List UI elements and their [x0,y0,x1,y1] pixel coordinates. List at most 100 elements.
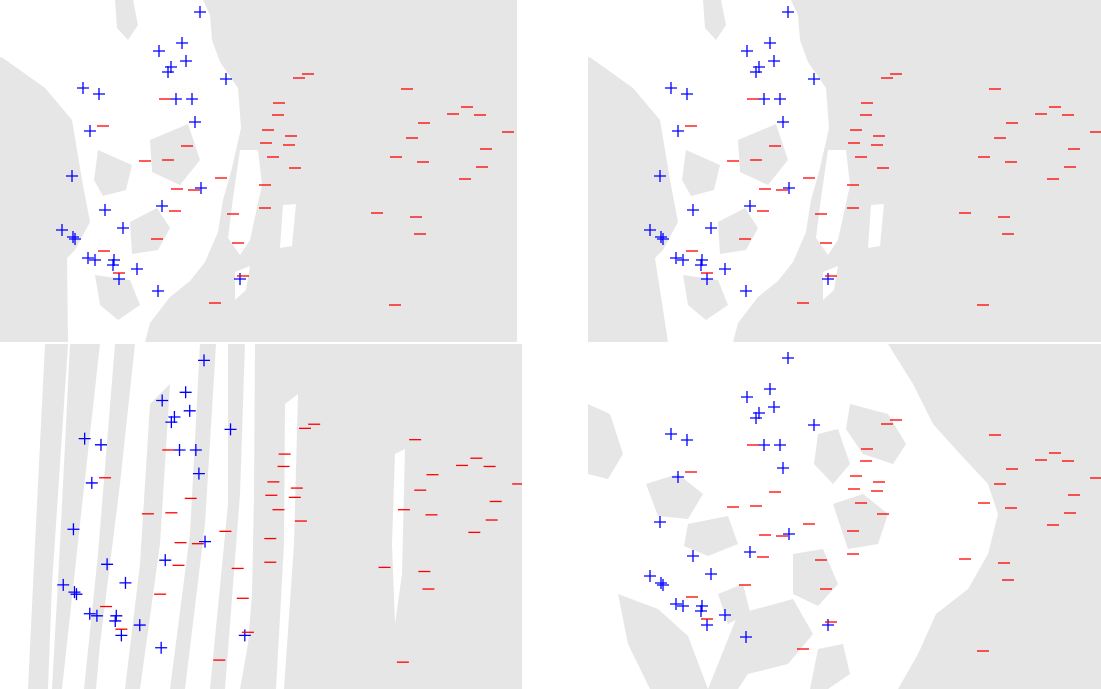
plus-marker [670,598,682,610]
plus-marker [744,546,756,558]
plus-marker [162,66,174,78]
plus-marker [695,605,707,617]
plus-marker [672,125,684,137]
panel-bottom-left-plot [28,344,522,689]
panel-bottom-left [0,344,522,689]
minus-markers [685,419,1101,652]
plus-marker [99,204,111,216]
plus-marker [168,411,181,424]
plus-marker [101,558,114,571]
plus-marker [750,412,762,424]
plus-marker [94,438,107,451]
class-region [588,0,1101,342]
plus-marker [655,231,667,243]
plus-marker [198,354,210,367]
plus-marker [78,432,91,445]
plus-marker [753,61,765,73]
plus-marker [782,352,794,364]
plus-marker [777,462,789,474]
plus-marker [696,600,708,612]
plus-marker [131,263,143,275]
plus-marker [654,170,666,182]
panel-top-left-plot [0,0,517,342]
class-region [0,0,517,342]
plus-marker [665,428,677,440]
plus-marker [156,200,168,212]
plus-marker [89,254,101,266]
plus-marker [183,404,196,417]
plus-marker [701,619,713,631]
plus-marker [670,252,682,264]
plus-marker [67,523,80,536]
plus-marker [109,614,122,627]
plus-marker [657,579,669,591]
plus-marker [189,116,201,128]
panel-top-left [0,0,517,342]
plus-marker [808,73,820,85]
plus-markers [644,6,834,297]
plus-marker [180,55,192,67]
plus-marker [701,273,713,285]
plus-marker [194,6,206,18]
plus-marker [696,254,708,266]
plus-marker [744,200,756,212]
plus-markers [56,6,246,297]
plus-marker [115,629,128,642]
plus-marker [67,231,79,243]
plus-marker [84,125,96,137]
plus-marker [153,45,165,57]
plus-marker [695,259,707,271]
plus-marker [165,61,177,73]
plus-marker [719,263,731,275]
plus-marker [68,586,81,599]
plus-marker [654,516,666,528]
plus-marker [85,476,98,489]
plus-marker [186,93,198,105]
plus-marker [644,224,656,236]
plus-marker [77,82,89,94]
plus-marker [69,233,81,245]
plus-marker [655,577,667,589]
plus-marker [681,434,693,446]
plus-markers [644,352,834,643]
plus-marker [170,93,182,105]
plus-marker [740,631,752,643]
plus-marker [119,576,132,589]
plus-marker [677,254,689,266]
plus-markers [57,354,251,654]
plus-marker [687,204,699,216]
plus-marker [155,641,168,654]
plus-marker [220,73,232,85]
minus-markers [97,73,514,306]
plus-marker [195,182,207,194]
plus-marker [66,170,78,182]
minus-markers [99,423,522,663]
plus-marker [681,88,693,100]
plus-marker [783,528,795,540]
plus-marker [774,93,786,105]
plus-marker [764,37,776,49]
plus-marker [156,394,169,407]
plus-marker [764,383,776,395]
plus-marker [199,535,212,548]
class-region [588,344,1101,689]
plus-marker [83,607,96,620]
plus-marker [117,222,129,234]
plus-marker [82,252,94,264]
plus-marker [644,570,656,582]
plus-marker [93,88,105,100]
minus-markers [685,73,1101,306]
plus-marker [768,401,780,413]
plus-marker [113,273,125,285]
plus-marker [665,82,677,94]
plus-marker [768,55,780,67]
plus-marker [783,182,795,194]
plus-marker [740,285,752,297]
plus-marker [753,407,765,419]
plus-marker [152,285,164,297]
plus-marker [90,609,103,622]
plus-marker [179,386,192,399]
panel-bottom-right-plot [588,344,1101,689]
plus-marker [741,391,753,403]
plus-marker [657,233,669,245]
